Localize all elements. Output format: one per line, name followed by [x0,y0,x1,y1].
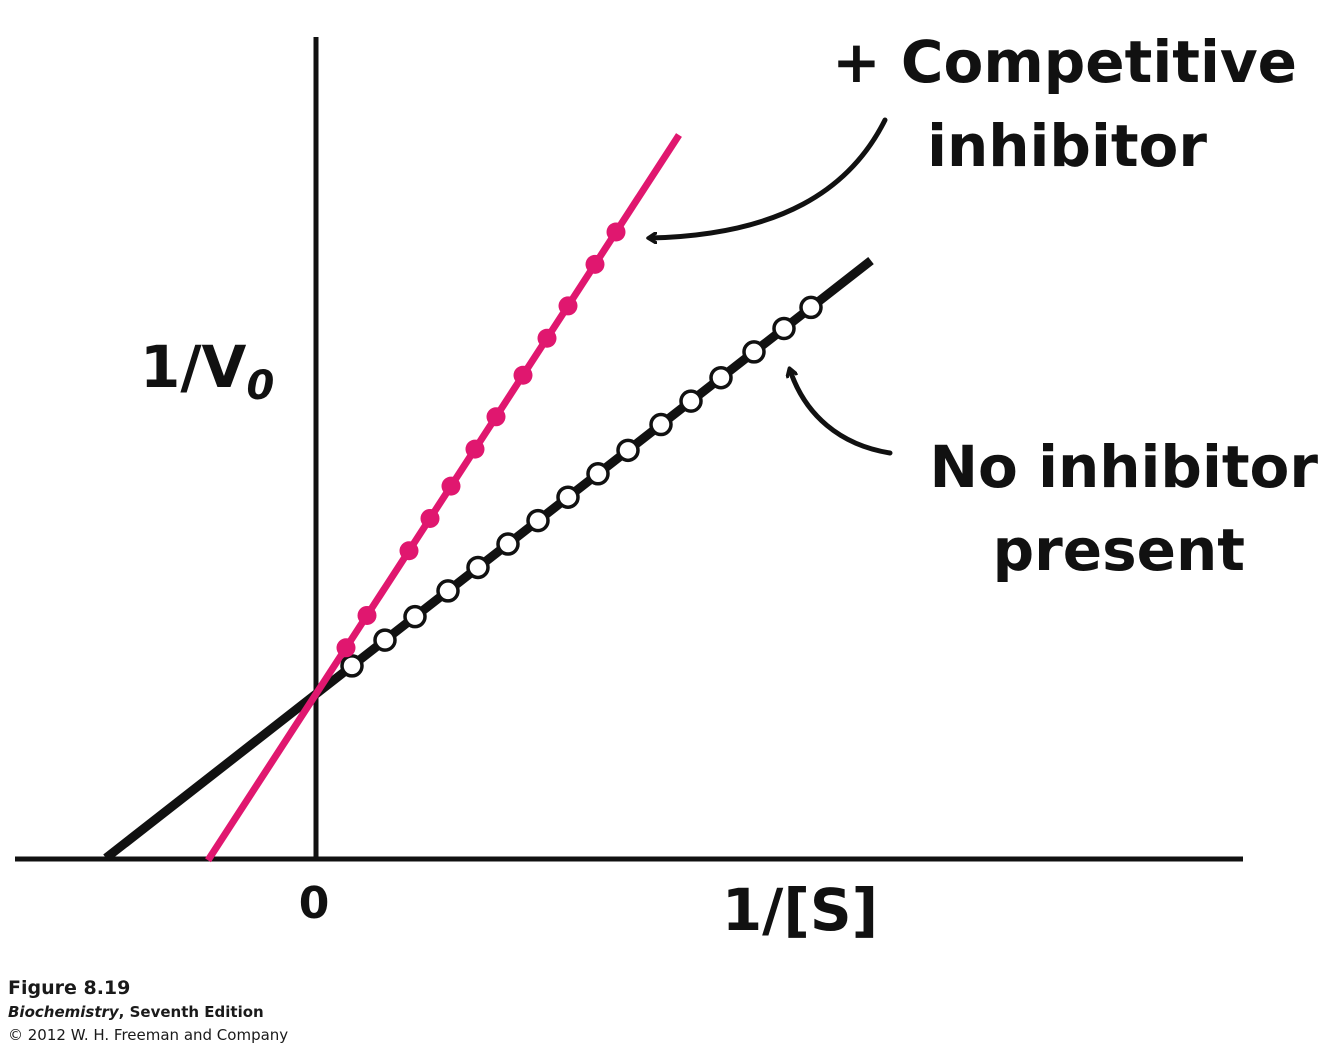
data-point-inhibitor-8 [513,365,533,385]
annotation-inhibitor-line2: inhibitor [927,112,1207,180]
y-axis-label-main: 1/V [140,333,247,401]
series-line-inhibitor [205,133,682,863]
data-point-no-inhibitor-6 [496,532,520,556]
data-point-inhibitor-4 [420,508,440,528]
data-point-no-inhibitor-14 [742,340,766,364]
data-point-no-inhibitor-3 [403,604,427,629]
data-point-no-inhibitor-2 [373,628,397,652]
annotation-inhibitor-line1: + Competitive [832,28,1297,96]
data-point-no-inhibitor-1 [340,654,364,678]
data-point-inhibitor-11 [585,254,605,274]
copyright-notice: © 2012 W. H. Freeman and Company [8,1026,289,1044]
figure-number: Figure 8.19 [8,977,131,999]
data-point-inhibitor-2 [357,605,377,625]
data-point-no-inhibitor-16 [799,295,823,320]
data-point-inhibitor-1 [336,638,356,658]
y-axis-label-sub: 0 [246,363,274,409]
data-point-no-inhibitor-9 [586,462,610,486]
data-point-no-inhibitor-13 [709,365,733,390]
data-point-no-inhibitor-5 [466,555,490,580]
data-point-inhibitor-9 [537,328,557,348]
data-point-inhibitor-6 [465,439,485,459]
data-point-no-inhibitor-15 [772,316,796,341]
data-point-inhibitor-7 [486,407,506,427]
data-point-inhibitor-12 [606,222,626,242]
y-axis-label: 1/V0 [140,333,274,409]
annotation-no-inhibitor-line2: present [993,516,1245,584]
annotation-no-inhibitor-line1: No inhibitor [930,433,1319,501]
annotation-inhibitor-arrow [650,117,888,238]
data-point-inhibitor-5 [441,476,461,496]
book-credit: Biochemistry, Seventh Edition [8,1003,264,1021]
x-axis-label: 1/[S] [722,876,878,944]
book-edition: , Seventh Edition [118,1003,264,1021]
data-point-no-inhibitor-11 [649,412,673,437]
data-point-no-inhibitor-4 [436,579,460,603]
series-line-no-inhibitor [103,256,874,862]
data-point-inhibitor-10 [558,296,578,316]
book-title: Biochemistry [8,1003,119,1021]
data-point-no-inhibitor-8 [556,485,580,509]
x-tick-label-zero: 0 [299,878,330,929]
annotation-no-inhibitor-arrow [790,370,893,456]
data-point-no-inhibitor-12 [679,389,703,413]
data-point-no-inhibitor-7 [526,508,550,533]
data-point-inhibitor-3 [399,541,419,561]
data-point-no-inhibitor-10 [616,438,640,463]
